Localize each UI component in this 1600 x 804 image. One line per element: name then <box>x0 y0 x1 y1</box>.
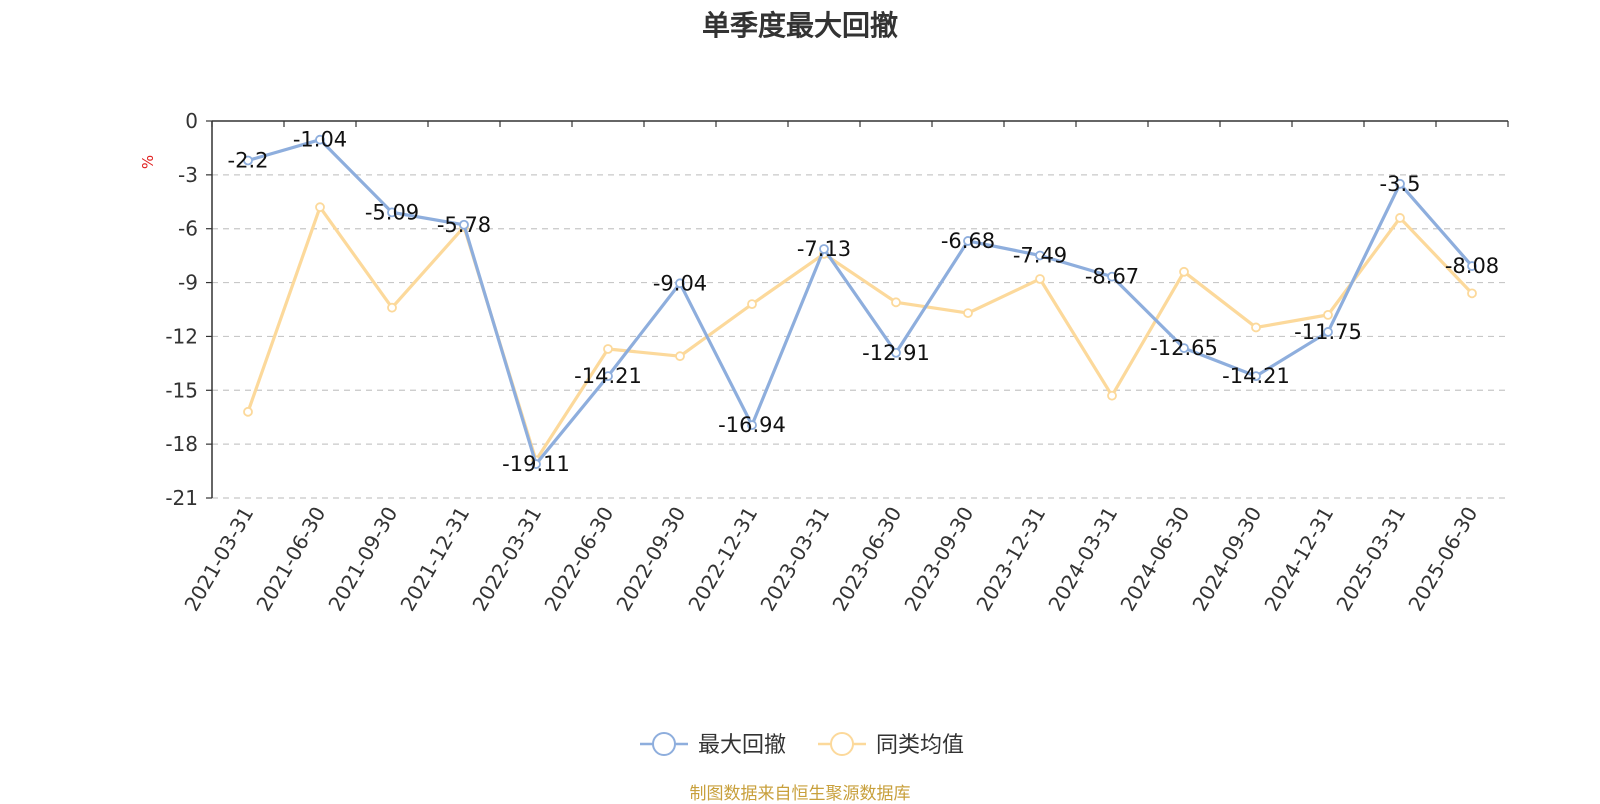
data-point <box>963 236 973 246</box>
x-tick-label: 2021-06-30 <box>251 503 330 616</box>
data-label: -6.68 <box>941 229 995 253</box>
source-note: 制图数据来自恒生聚源数据库 <box>689 784 911 804</box>
x-tick-label: 2023-03-31 <box>755 503 834 616</box>
data-point <box>315 202 325 213</box>
data-point <box>531 459 541 469</box>
data-point <box>603 371 613 382</box>
data-point <box>1035 250 1045 261</box>
data-point <box>1035 274 1045 284</box>
data-point <box>1467 288 1477 299</box>
x-tick-label: 2025-06-30 <box>1403 503 1482 616</box>
data-label: -7.13 <box>797 237 851 261</box>
data-point <box>891 347 901 358</box>
legend-label: 同类均值 <box>876 733 964 758</box>
data-point <box>1251 371 1261 382</box>
data-label: -7.49 <box>1013 243 1067 267</box>
axes: 0 -3 -6 -9 -12 -15 -18 -21% 2021-03-312021-06-30… <box>139 109 1509 616</box>
y-tick-label: -12 <box>165 324 198 348</box>
data-point <box>243 155 253 166</box>
data-label: -14.21 <box>1222 364 1290 388</box>
x-tick-label: 2024-09-30 <box>1187 503 1266 616</box>
data-label: -12.91 <box>862 341 930 365</box>
y-tick-label: -18 <box>165 432 198 456</box>
series-line-同类均值 <box>246 205 1474 462</box>
y-tick-label: -3 <box>178 163 198 187</box>
legend-item: 最大回撤 <box>640 732 786 758</box>
data-label: -5.09 <box>365 200 419 224</box>
y-tick-label: -15 <box>165 378 198 402</box>
data-point <box>675 351 685 362</box>
data-labels: -2.2 -1.04 -5.09 -5.78 -19.11 -14.21 -9.04 -16.… <box>228 128 1500 476</box>
data-label: -2.2 <box>228 148 269 172</box>
series-line-最大回撤 <box>247 138 1474 466</box>
legend-marker <box>830 732 854 756</box>
data-point <box>1467 261 1477 271</box>
data-point <box>315 134 325 145</box>
data-label: -11.75 <box>1294 320 1362 344</box>
x-tick-label: 2022-09-30 <box>611 503 690 616</box>
data-point <box>1395 178 1405 189</box>
data-label: -16.94 <box>718 413 786 437</box>
data-label: -8.67 <box>1085 265 1139 289</box>
data-point <box>1107 271 1117 282</box>
x-tick-label: 2024-12-31 <box>1259 503 1338 616</box>
x-tick-label: 2024-03-31 <box>1043 503 1122 616</box>
chart-title: 单季度最大回撤 <box>701 9 898 42</box>
legend-item: 同类均值 <box>818 732 964 758</box>
data-point <box>387 302 397 313</box>
y-tick-label: -21 <box>165 486 198 510</box>
data-point <box>387 207 397 218</box>
data-point <box>747 299 757 310</box>
data-point <box>747 420 757 431</box>
data-point <box>675 278 685 289</box>
x-tick-label: 2024-06-30 <box>1115 503 1194 616</box>
data-label: -19.11 <box>502 452 570 476</box>
data-label: -9.04 <box>653 271 707 295</box>
data-point <box>891 297 901 308</box>
legend: 最大回撤 同类均值 <box>640 732 964 758</box>
data-point <box>1323 309 1333 320</box>
data-point <box>1179 343 1189 353</box>
x-tick-label: 2023-09-30 <box>899 503 978 616</box>
legend-label: 最大回撤 <box>698 733 786 758</box>
y-tick-label: -9 <box>178 271 198 295</box>
data-point <box>1179 266 1189 277</box>
data-point <box>1323 327 1333 337</box>
data-point <box>963 308 973 318</box>
data-label: -12.65 <box>1150 336 1218 360</box>
data-point <box>243 406 253 417</box>
data-label: -1.04 <box>293 128 347 152</box>
x-tick-label: 2022-03-31 <box>467 503 546 616</box>
data-point <box>1107 390 1117 401</box>
x-tick-label: 2022-06-30 <box>539 503 618 616</box>
series <box>243 134 1477 469</box>
grid-lines <box>212 174 1508 499</box>
y-unit-label: % <box>139 155 157 169</box>
data-point <box>459 219 469 230</box>
x-tick-label: 2021-03-31 <box>179 503 258 616</box>
x-tick-label: 2025-03-31 <box>1331 503 1410 616</box>
x-tick-label: 2021-09-30 <box>323 503 402 616</box>
x-tick-label: 2023-06-30 <box>827 503 906 616</box>
legend-marker <box>652 732 676 756</box>
data-point <box>1251 322 1261 333</box>
x-tick-label: 2023-12-31 <box>971 503 1050 616</box>
data-point <box>1395 213 1405 223</box>
x-tick-label: 2022-12-31 <box>683 503 762 616</box>
y-tick-label: 0 <box>185 109 198 133</box>
data-label: -8.08 <box>1445 254 1499 278</box>
data-point <box>819 244 829 254</box>
data-label: -3.5 <box>1380 172 1421 196</box>
x-tick-label: 2021-12-31 <box>395 503 474 616</box>
y-tick-label: -6 <box>178 217 198 241</box>
data-point <box>603 344 613 354</box>
data-label: -14.21 <box>574 364 642 388</box>
data-label: -5.78 <box>437 213 491 237</box>
